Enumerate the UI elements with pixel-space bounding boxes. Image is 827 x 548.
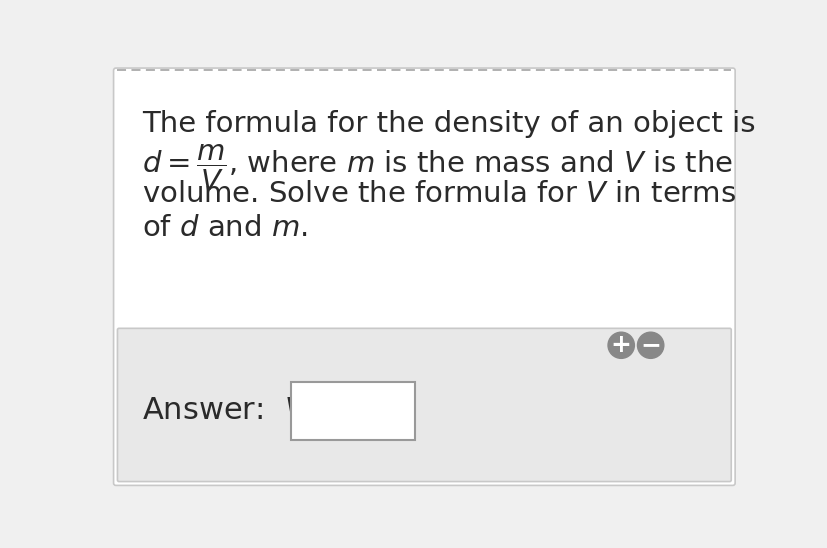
Text: volume. Solve the formula for $V$ in terms: volume. Solve the formula for $V$ in ter… bbox=[142, 180, 735, 208]
Text: $d = \dfrac{m}{V}$, where $m$ is the mass and $V$ is the: $d = \dfrac{m}{V}$, where $m$ is the mas… bbox=[142, 143, 733, 193]
Text: −: − bbox=[639, 333, 660, 357]
Circle shape bbox=[637, 332, 663, 358]
Text: +: + bbox=[610, 333, 631, 357]
FancyBboxPatch shape bbox=[117, 328, 730, 482]
Text: Answer:  $V$ =: Answer: $V$ = bbox=[142, 396, 339, 425]
Text: of $d$ and $m$.: of $d$ and $m$. bbox=[142, 214, 308, 242]
Text: The formula for the density of an object is: The formula for the density of an object… bbox=[142, 110, 755, 139]
Bar bbox=[291, 383, 414, 440]
Circle shape bbox=[607, 332, 633, 358]
FancyBboxPatch shape bbox=[113, 68, 734, 486]
